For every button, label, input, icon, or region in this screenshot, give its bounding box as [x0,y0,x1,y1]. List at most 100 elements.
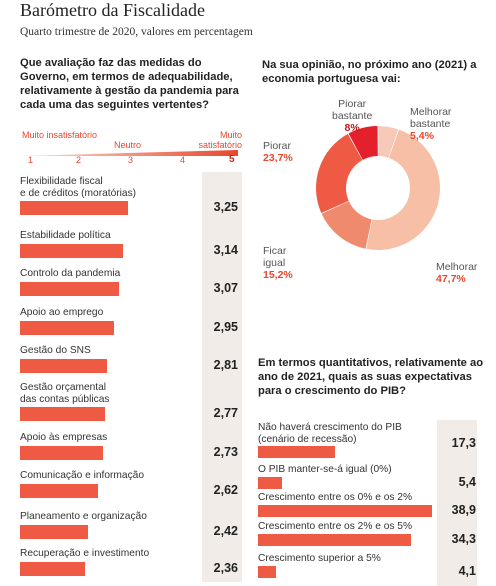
scale-high-label: Muito satisfatório [198,130,242,150]
bar-row-7: Apoio às empresas 2,73 [20,432,245,460]
bar-label: Apoio às empresas [20,432,108,443]
bar-value-label: 2,77 [213,406,238,420]
bar-value-label: 3,07 [213,280,238,295]
bar-row-9: Planeamento e organização 2,42 [20,511,245,539]
bar-label: das contas públicas [20,393,110,405]
slice-value: 47,7% [436,273,466,285]
gdp-row-5: Crescimento superior a 5% 4,1 [258,553,492,578]
bar-value-label: 3,25 [213,200,238,214]
bar-value-label: 2,95 [213,319,238,334]
bar-row-5: Gestão do SNS 2,81 [20,345,245,373]
donut-label-1: Melhorar bastante 5,4% [410,106,451,142]
donut-slice-4 [316,133,363,213]
economy-outlook-donut-chart: Melhorar bastante 5,4% Melhorar 47,7% Ficar … [260,95,496,295]
donut-label-4: Piorar 23,7% [263,140,293,164]
gdp-bar-mark [258,565,277,578]
bar-row-6: Gestão orçamental das contas públicas 2,77 [20,382,245,421]
rating-scale: Muito insatisfatório Neutro Muito satisf… [20,130,242,170]
page-subtitle: Quarto trimestre de 2020, valores em per… [20,26,253,38]
donut-label-2: Melhorar 47,7% [436,261,477,285]
bar-label: Estabilidade política [20,230,111,241]
donut-slice-3 [321,201,372,249]
donut-label-5: Piorar bastante 8% [332,98,372,134]
donut-slice-2 [366,129,441,251]
slice-name: Ficar igual [263,245,287,269]
gdp-bar-label: Não haverá crescimento do PIB [258,422,402,433]
bar-mark [20,483,98,498]
bar-label: Planeamento e organização [20,511,147,522]
slice-value: 5,4% [410,130,434,142]
bar-value-label: 2,42 [213,523,238,538]
bar-label: Gestão do SNS [20,345,91,356]
bar-mark [20,281,120,296]
bar-value-label: 2,81 [213,357,238,372]
bar-label: Controlo da pandemia [20,268,121,279]
scale-gradient-bar [20,150,238,156]
left-values-column [202,172,242,582]
gdp-bar-label: Crescimento superior a 5% [258,553,381,564]
gdp-bar-mark [258,533,412,546]
bar-row-1: Flexibilidade fiscal e de créditos (morat… [20,176,245,215]
bar-value-label: 2,73 [213,444,238,459]
slice-name: Piorar bastante [332,98,373,122]
gdp-row-3: Crescimento entre os 0% e os 2% 38,9 [258,492,492,517]
bar-mark [20,201,128,215]
bar-row-10: Recuperação e investimento 2,36 [20,548,245,576]
slice-name: Melhorar bastante [410,106,452,130]
bar-mark [20,243,123,258]
gdp-bar-label: O PIB manter-se-á igual (0%) [258,464,392,475]
bar-value-label: 3,14 [213,242,238,257]
bar-label: e de créditos (moratórias) [20,187,137,199]
gdp-bar-label: Crescimento entre os 0% e os 2% [258,492,413,503]
gdp-bar-value-label: 4,1 [458,563,476,578]
donut-label-3: Ficar igual 15,2% [263,245,293,281]
bar-label: Recuperação e investimento [20,548,150,559]
bar-row-8: Comunicação e informação 2,62 [20,470,245,498]
bar-mark [20,320,114,335]
bar-mark [20,524,89,539]
gdp-bar-mark [258,446,336,458]
bar-row-3: Controlo da pandemia 3,07 [20,268,245,296]
donut-slice-5 [348,126,378,160]
donut-slice-1 [378,126,399,158]
scale-number-2: 2 [76,155,82,165]
scale-number-1: 1 [28,155,34,165]
gdp-values-column [437,420,477,586]
left-question: Que avaliação faz das medidas do Governo… [20,57,239,111]
scale-number-3: 3 [128,155,134,165]
gdp-row-4: Crescimento entre os 2% e os 5% 34,3 [258,521,492,546]
scale-mid-label: Neutro [114,140,142,150]
scale-number-5: 5 [229,154,235,165]
bar-label: Flexibilidade fiscal [20,176,103,187]
bar-label: Apoio ao emprego [20,307,104,318]
bar-mark [20,358,107,373]
gdp-bar-mark [258,476,283,489]
bar-mark [20,445,104,460]
slice-value: 23,7% [263,152,293,164]
gdp-bar-value-label: 34,3 [451,531,476,546]
bar-mark [20,407,105,421]
pie-question: Na sua opinião, no próximo ano (2021) a … [262,59,477,85]
slice-name: Piorar [263,140,292,152]
scale-number-4: 4 [180,155,186,165]
bar-label: Comunicação e informação [20,470,145,481]
bar-row-4: Apoio ao emprego 2,95 [20,307,245,335]
bar-mark [20,561,86,576]
gdp-bar-mark [258,504,432,517]
gdp-bar-value-label: 38,9 [451,502,476,517]
page-title: Barómetro da Fiscalidade [20,0,205,20]
gdp-row-2: O PIB manter-se-á igual (0%) 5,4 [258,464,492,489]
gdp-bar-label: Crescimento entre os 2% e os 5% [258,521,413,532]
bar-row-2: Estabilidade política 3,14 [20,230,245,258]
slice-value: 15,2% [263,269,293,281]
gdp-row-1: Não haverá crescimento do PIB (cenário de… [258,422,492,458]
donut-svg [316,126,441,251]
scale-low-label: Muito insatisfatório [22,130,98,140]
gdp-bar-label: (cenário de recessão) [258,433,357,445]
slice-value: 8% [344,122,360,134]
bar-value-label: 2,36 [213,560,238,575]
gdp-question: Em termos quantitativos, relativamente a… [258,357,484,397]
gdp-bar-value-label: 5,4 [458,474,476,489]
slice-name: Melhorar [436,261,478,273]
gdp-bar-value-label: 17,3 [451,436,476,450]
